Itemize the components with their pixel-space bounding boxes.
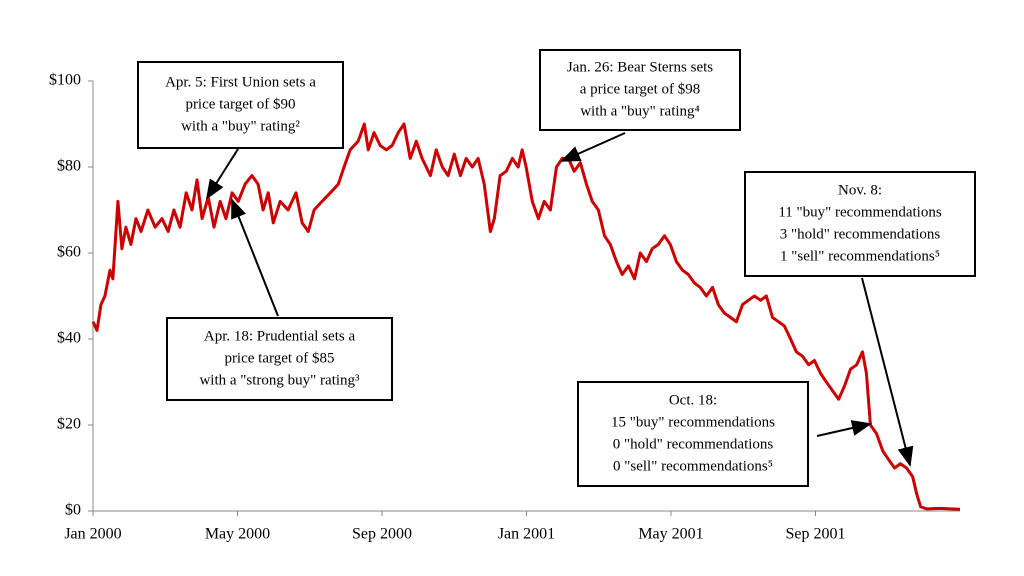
annotation-arrow: [205, 148, 239, 200]
y-tick-label: $0: [65, 502, 81, 519]
annotation-box: [166, 317, 393, 401]
annotation-text: a price target of $98: [580, 81, 701, 97]
x-tick-label: May 2001: [638, 526, 703, 543]
annotation-text: Apr. 5: First Union sets a: [165, 74, 316, 90]
annotation-box: [137, 61, 344, 149]
annotation-arrow: [816, 420, 872, 437]
annotation-box: [577, 381, 809, 487]
x-tick-label: Sep 2000: [352, 526, 412, 543]
y-tick-label: $60: [57, 244, 81, 261]
x-tick-label: May 2000: [205, 526, 270, 543]
annotation-text: with a "buy" rating⁴: [580, 103, 700, 119]
annotation-box: [539, 49, 741, 131]
annotation-arrow: [560, 132, 626, 162]
annotation-text: with a "buy" rating²: [181, 118, 300, 134]
y-tick-label: $100: [49, 72, 81, 89]
annotation-text: price target of $90: [185, 96, 295, 112]
y-tick-label: $20: [57, 416, 81, 433]
annotation-text: Apr. 18: Prudential sets a: [204, 328, 356, 344]
annotation-arrow: [861, 277, 914, 467]
x-tick-label: Jan 2001: [498, 526, 555, 543]
x-tick-label: Jan 2000: [64, 526, 121, 543]
annotation-text: 0 "sell" recommendations⁵: [613, 458, 773, 474]
price-line: [91, 122, 961, 511]
annotation-arrow: [231, 198, 279, 317]
annotation-text: 0 "hold" recommendations: [613, 436, 774, 452]
annotation-text: 11 "buy" recommendations: [778, 204, 941, 220]
x-tick-label: Sep 2001: [786, 526, 846, 543]
annotation-text: 15 "buy" recommendations: [611, 414, 775, 430]
annotation-text: Oct. 18:: [669, 392, 717, 408]
annotation-text: Nov. 8:: [838, 182, 882, 198]
y-tick-label: $40: [57, 330, 81, 347]
annotation-text: 1 "sell" recommendations⁵: [780, 248, 940, 264]
y-tick-label: $80: [57, 158, 81, 175]
annotation-text: with a "strong buy" rating³: [199, 372, 360, 388]
annotation-text: Jan. 26: Bear Sterns sets: [567, 59, 713, 75]
annotation-text: price target of $85: [224, 350, 334, 366]
annotation-text: 3 "hold" recommendations: [780, 226, 941, 242]
annotation-box: [744, 171, 976, 277]
